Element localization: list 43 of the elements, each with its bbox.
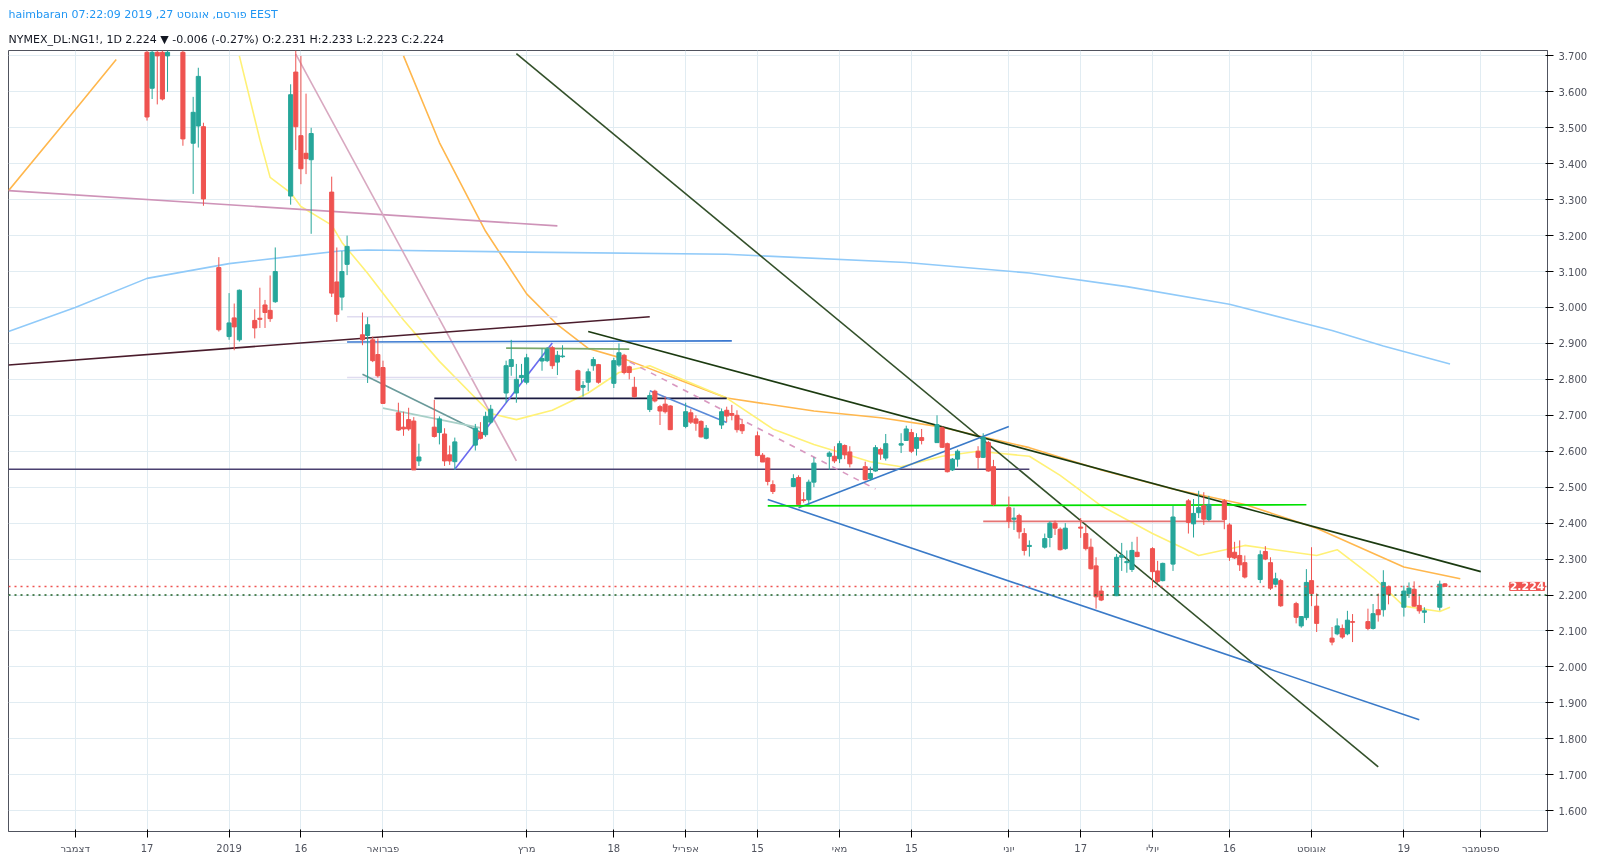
y-tick-label: 3.400 <box>1558 158 1588 170</box>
x-tick-label: אוגוסט <box>1296 842 1327 854</box>
y-tick-label: 2.300 <box>1558 554 1588 566</box>
x-tick-label: דצמבר <box>60 842 91 854</box>
x-tick-label: 15 <box>905 842 918 854</box>
x-tick-label: 19 <box>1397 842 1411 854</box>
x-tick-label: מרץ <box>517 842 536 854</box>
x-tick-label: יולי <box>1146 842 1159 854</box>
y-tick-label: 2.400 <box>1558 518 1588 530</box>
x-tick-label: 17 <box>1074 842 1088 854</box>
x-tick-label: 18 <box>607 842 621 854</box>
y-tick-label: 3.300 <box>1558 194 1588 206</box>
x-tick-label: 16 <box>294 842 308 854</box>
y-tick-label: 3.100 <box>1558 266 1588 278</box>
y-tick-label: 2.100 <box>1558 625 1588 637</box>
y-tick-label: 2.700 <box>1558 410 1588 422</box>
x-tick-label: מאי <box>831 842 848 854</box>
x-tick-label: 17 <box>140 842 154 854</box>
y-tick-label: 1.800 <box>1558 733 1588 745</box>
y-tick-label: 3.700 <box>1558 50 1588 62</box>
y-tick-label: 2.000 <box>1558 661 1588 673</box>
y-tick-label: 3.200 <box>1558 230 1588 242</box>
y-tick-label: 2.600 <box>1558 446 1588 458</box>
y-tick-label: 3.600 <box>1558 86 1588 98</box>
x-tick-label: יוני <box>1003 842 1015 854</box>
y-tick-label: 1.600 <box>1558 805 1588 817</box>
x-tick-label: אפריל <box>672 842 699 854</box>
y-tick-label: 3.500 <box>1558 122 1588 134</box>
x-tick-label: ספטמבר <box>1462 842 1500 854</box>
y-tick-label: 1.700 <box>1558 769 1588 781</box>
y-tick-label: 2.900 <box>1558 338 1588 350</box>
y-tick-label: 1.900 <box>1558 697 1588 709</box>
ref-line-label: 2.224 <box>1509 580 1545 594</box>
y-tick-label: 2.200 <box>1558 590 1588 602</box>
x-tick-label: פברואר <box>366 842 400 854</box>
y-tick-label: 2.800 <box>1558 374 1588 386</box>
y-tick-label: 2.500 <box>1558 482 1588 494</box>
chart-title: haimbaran פורסם, אוגוסט 27, 2019 07:22:09 EEST <box>8 7 278 21</box>
x-tick-label: 2019 <box>216 842 242 854</box>
chart-subtitle: NYMEX_DL:NG1!, 1D 2.224 ▼ -0.006 (-0.27%) O:2.231 H:2.233 L:2.223 C:2.224 <box>8 32 445 46</box>
y-tick-label: 3.000 <box>1558 302 1588 314</box>
x-tick-label: 15 <box>751 842 764 854</box>
x-tick-label: 16 <box>1223 842 1236 854</box>
